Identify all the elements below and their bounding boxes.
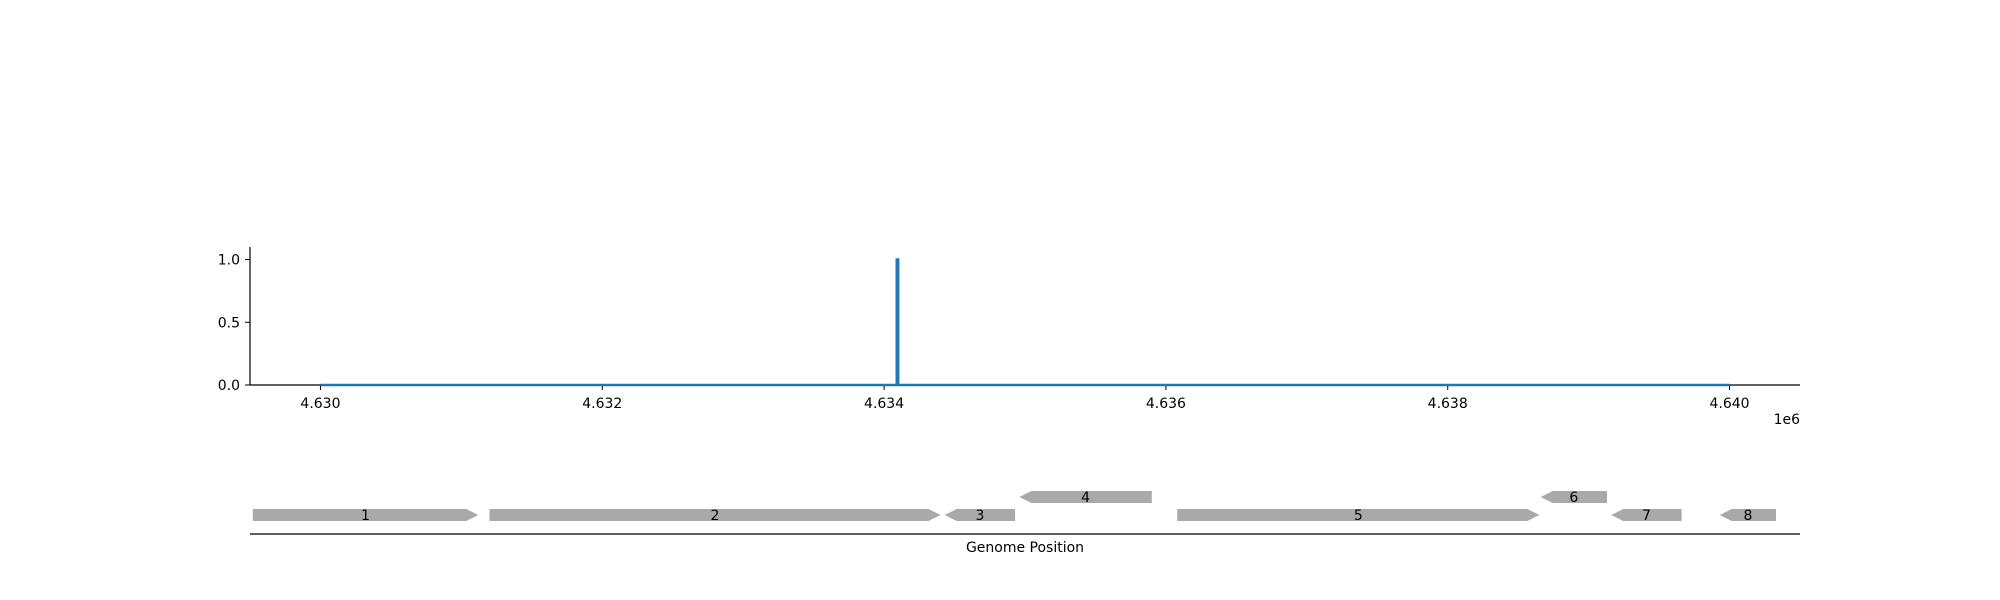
series-line bbox=[320, 258, 1730, 387]
x-tick-label: 4.634 bbox=[864, 396, 904, 412]
gene-track: 1 2 3 4 5 6 7 8 bbox=[250, 490, 1800, 535]
y-tick-label: 0.0 bbox=[218, 378, 240, 394]
gene-arrow bbox=[1177, 509, 1540, 521]
gene-arrow bbox=[1540, 491, 1607, 503]
gene-label: 1 bbox=[361, 508, 370, 524]
x-tick-label: 4.630 bbox=[300, 396, 340, 412]
gene-arrow bbox=[944, 509, 1016, 521]
gene-arrow bbox=[1019, 491, 1152, 503]
gene-label: 4 bbox=[1081, 490, 1090, 506]
gene-label: 6 bbox=[1569, 490, 1578, 506]
gene-label: 3 bbox=[975, 508, 984, 524]
coverage-plot: 0.0 0.5 1.0 4.630 4.632 4.634 4.636 4.638 4.640 bbox=[218, 247, 1800, 412]
x-axis-offset-label: 1e6 bbox=[1774, 412, 1801, 428]
x-axis-label: Genome Position bbox=[966, 540, 1084, 556]
gene-label: 5 bbox=[1354, 508, 1363, 524]
gene-label: 8 bbox=[1743, 508, 1752, 524]
gene-arrow bbox=[1611, 509, 1682, 521]
gene-arrow bbox=[1719, 509, 1776, 521]
y-tick-label: 1.0 bbox=[218, 253, 240, 269]
gene-label: 2 bbox=[711, 508, 720, 524]
gene-arrow bbox=[489, 509, 941, 521]
x-tick-label: 4.632 bbox=[582, 396, 622, 412]
y-tick-label: 0.5 bbox=[218, 315, 240, 331]
gene-label: 7 bbox=[1642, 508, 1651, 524]
gene-arrow bbox=[252, 509, 479, 521]
x-tick-label: 4.638 bbox=[1428, 396, 1468, 412]
x-tick-label: 4.640 bbox=[1709, 396, 1749, 412]
x-tick-label: 4.636 bbox=[1146, 396, 1186, 412]
